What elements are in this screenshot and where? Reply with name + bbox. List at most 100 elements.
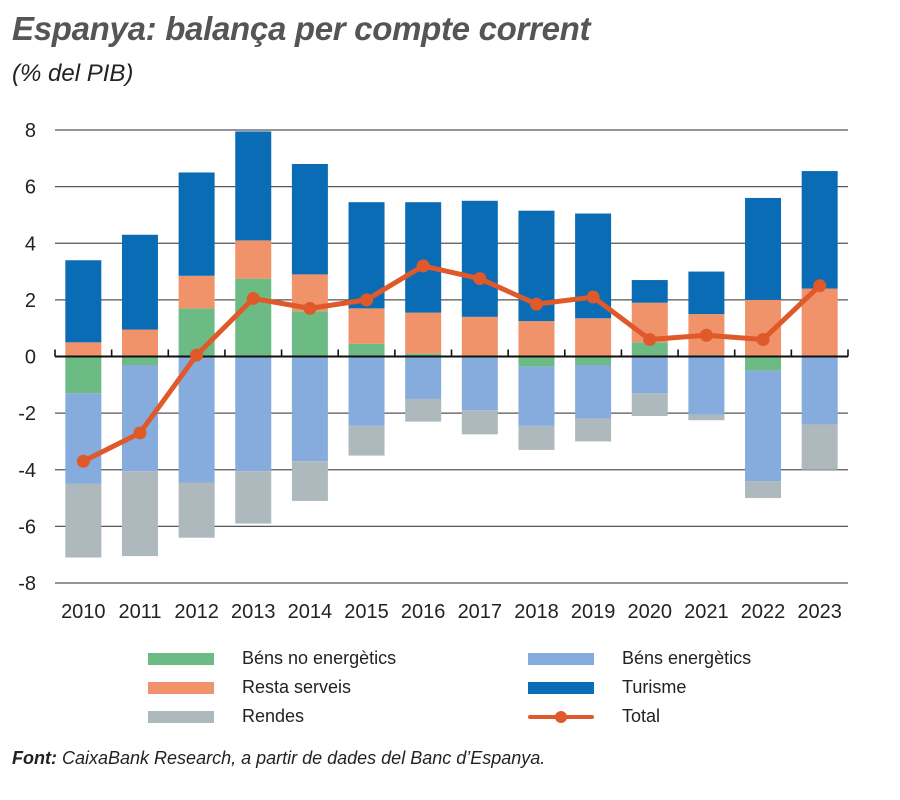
bar-segment-bens-energetics [348, 356, 385, 426]
bar-segment-bens-no-energetics [178, 308, 215, 357]
bar-segment-resta-serveis [575, 318, 612, 357]
bar-segment-rendes [65, 483, 102, 558]
source-text: CaixaBank Research, a partir de dades de… [62, 748, 546, 768]
x-tick-label: 2021 [684, 601, 729, 623]
bar-segment-turisme [745, 197, 782, 300]
legend-swatch [148, 652, 214, 665]
source-label: Font: [12, 748, 57, 768]
x-tick-label: 2015 [344, 601, 389, 623]
x-tick-label: 2014 [288, 601, 333, 623]
total-point [529, 297, 543, 311]
legend-line-marker [528, 710, 594, 723]
bar-segment-resta-serveis [461, 316, 498, 357]
bar-segment-turisme [65, 260, 102, 343]
bar-segment-bens-energetics [235, 356, 272, 472]
legend-label: Rendes [242, 706, 305, 726]
bar-segment-bens-energetics [575, 364, 612, 419]
source-note: Font: CaixaBank Research, a partir de da… [12, 748, 545, 769]
total-point [246, 291, 260, 305]
bar-segment-bens-no-energetics [405, 353, 442, 357]
legend-label: Total [622, 706, 661, 726]
legend-swatch [148, 710, 214, 723]
bar-segment-rendes [688, 414, 725, 421]
total-point [190, 348, 204, 362]
bar-segment-turisme [178, 172, 215, 276]
legend-swatch [528, 681, 594, 694]
bar-segment-rendes [178, 482, 215, 538]
bar-segment-turisme [631, 280, 668, 303]
x-tick-label: 2020 [628, 601, 673, 623]
bar-segment-turisme [121, 234, 158, 330]
bar-segment-rendes [745, 481, 782, 499]
bar-segment-rendes [121, 471, 158, 557]
bar-segment-turisme [461, 200, 498, 317]
bar-segment-bens-energetics [291, 356, 328, 462]
x-tick-label: 2022 [741, 601, 786, 623]
bar-segment-bens-no-energetics [65, 356, 102, 394]
bar-segment-resta-serveis [178, 275, 215, 309]
bar-segment-rendes [235, 471, 272, 524]
bar-segment-rendes [801, 424, 838, 470]
total-point [76, 454, 90, 468]
bar-segment-bens-no-energetics [348, 343, 385, 357]
bar-segment-rendes [461, 410, 498, 435]
bar-segment-turisme [291, 163, 328, 275]
chart-title: Espanya: balança per compte corrent [12, 10, 591, 47]
legend-swatch [148, 681, 214, 694]
legend-label: Béns no energètics [242, 648, 397, 668]
bar-segment-bens-no-energetics [575, 356, 612, 365]
bar-segment-bens-no-energetics [235, 278, 272, 357]
bar-segment-rendes [631, 393, 668, 416]
x-axis-ticks: 2010 2011 2012 2013 2014 2015 2016 2017 2018 2019… [61, 601, 842, 623]
legend-item-bens-no-energetics: Béns no energètics [148, 648, 396, 669]
legend-swatch [528, 652, 594, 665]
bar-segment-bens-energetics [518, 366, 555, 426]
legend-item-bens-energetics: Béns energètics [528, 648, 751, 669]
bar-segment-resta-serveis [518, 321, 555, 357]
x-tick-label: 2010 [61, 601, 106, 623]
x-tick-label: 2011 [118, 601, 161, 623]
x-tick-label: 2019 [571, 601, 616, 623]
total-point [756, 333, 770, 347]
y-tick-label: -6 [18, 516, 36, 538]
legend-item-total: Total [528, 706, 660, 727]
bar-segment-resta-serveis [235, 240, 272, 279]
x-tick-label: 2016 [401, 601, 446, 623]
bar-segment-bens-energetics [801, 356, 838, 425]
bar-segment-bens-energetics [405, 356, 442, 399]
x-tick-label: 2017 [458, 601, 503, 623]
total-point [416, 259, 430, 273]
y-tick-label: -2 [18, 403, 36, 425]
y-tick-label: 0 [25, 347, 36, 369]
chart-subtitle: (% del PIB) [12, 60, 134, 87]
bar-segment-bens-energetics [745, 370, 782, 482]
bar-segment-turisme [688, 271, 725, 315]
total-point [360, 293, 374, 307]
legend-item-rendes: Rendes [148, 706, 304, 727]
bar-segment-resta-serveis [65, 342, 102, 357]
y-axis-ticks: 8 6 4 2 0 -2 -4 -6 -8 [18, 120, 36, 595]
bar-segment-turisme [235, 131, 272, 241]
legend-label: Resta serveis [242, 677, 352, 697]
y-tick-label: 4 [25, 233, 36, 255]
bar-segment-bens-no-energetics [518, 356, 555, 367]
legend-item-resta-serveis: Resta serveis [148, 677, 351, 698]
x-tick-label: 2018 [514, 601, 559, 623]
bar-segment-bens-no-energetics [745, 356, 782, 371]
bar-segment-bens-no-energetics [291, 311, 328, 357]
total-point [813, 279, 827, 293]
bar-segment-bens-energetics [461, 357, 498, 411]
bar-segment-bens-energetics [631, 356, 668, 394]
legend-label: Turisme [622, 677, 687, 697]
legend-item-turisme: Turisme [528, 677, 686, 698]
total-line [76, 259, 827, 468]
bars [65, 131, 838, 558]
total-point [473, 272, 487, 286]
bar-segment-bens-energetics [65, 393, 102, 484]
y-tick-label: -4 [18, 460, 36, 482]
y-tick-label: -8 [18, 573, 36, 595]
bar-segment-rendes [291, 461, 328, 501]
total-point [586, 290, 600, 304]
bar-segment-bens-no-energetics [121, 356, 158, 365]
y-tick-label: 8 [25, 120, 36, 142]
